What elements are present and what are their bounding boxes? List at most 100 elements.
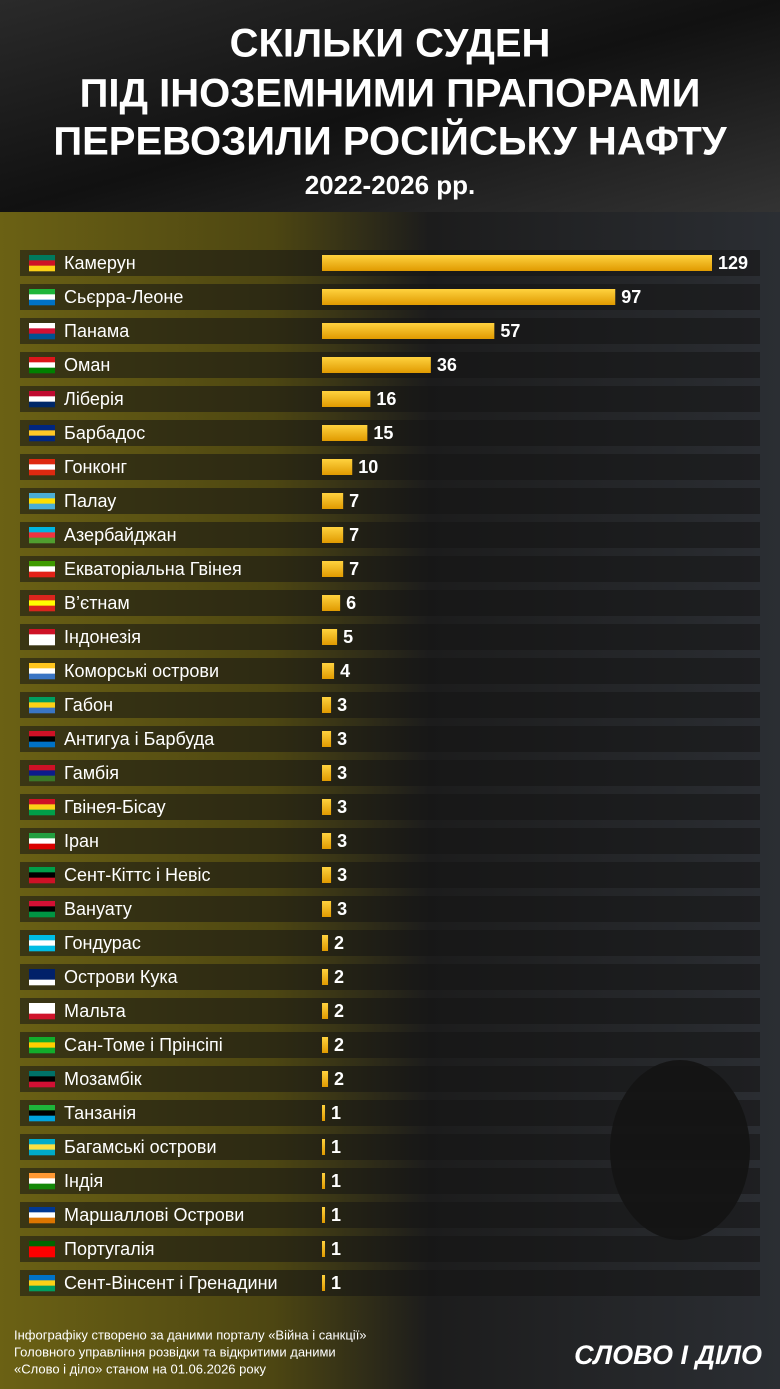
flag	[29, 634, 55, 640]
category-label: Гонконг	[64, 457, 128, 477]
note-line: «Слово і діло» станом на 01.06.2026 року	[14, 1361, 266, 1376]
flag	[29, 668, 55, 674]
value-label: 3	[337, 831, 347, 851]
row-band	[20, 1168, 760, 1194]
row-band	[20, 624, 760, 650]
flag	[29, 1246, 55, 1252]
row-band	[20, 658, 760, 684]
value-label: 4	[340, 661, 350, 681]
row-band	[20, 454, 760, 480]
row-band	[20, 1270, 760, 1296]
flag	[29, 1251, 55, 1258]
category-label: Сан-Томе і Прінсіпі	[64, 1035, 223, 1055]
bar	[322, 731, 332, 747]
value-label: 1	[331, 1239, 341, 1259]
logo: СЛОВО І ДІЛО	[574, 1340, 762, 1370]
flag	[29, 1285, 55, 1292]
flag	[29, 833, 55, 839]
value-label: 57	[500, 321, 520, 341]
category-label: Іран	[64, 831, 99, 851]
flag	[29, 945, 55, 952]
bar	[322, 1003, 329, 1019]
flag	[29, 877, 55, 884]
category-label: Коморські острови	[64, 661, 219, 681]
bar	[322, 867, 332, 883]
bar	[322, 1207, 326, 1223]
flag	[29, 1013, 55, 1020]
value-label: 16	[376, 389, 396, 409]
flag	[29, 1003, 55, 1009]
category-label: Камерун	[64, 253, 136, 273]
bar	[322, 1105, 326, 1121]
flag	[29, 532, 55, 538]
category-label: Антигуа і Барбуда	[64, 729, 215, 749]
flag	[29, 527, 55, 533]
row-band	[20, 896, 760, 922]
flag	[29, 537, 55, 544]
row-band	[20, 828, 760, 854]
category-label: Багамські острови	[64, 1137, 217, 1157]
bar	[322, 1071, 329, 1087]
value-label: 3	[337, 729, 347, 749]
flag	[29, 838, 55, 844]
category-label: Маршаллові Острови	[64, 1205, 244, 1225]
bar	[322, 935, 329, 951]
bar	[322, 1275, 326, 1291]
flag	[29, 260, 55, 266]
value-label: 2	[334, 1001, 344, 1021]
flag	[29, 1008, 55, 1014]
category-label: Острови Кука	[64, 967, 179, 987]
bar	[322, 1241, 326, 1257]
flag	[29, 979, 55, 986]
value-label: 3	[337, 865, 347, 885]
flag	[29, 765, 55, 771]
row-band	[20, 420, 760, 446]
row-band	[20, 1066, 760, 1092]
flag	[29, 707, 55, 714]
flag	[29, 799, 55, 805]
bar	[322, 833, 332, 849]
flag	[29, 1076, 55, 1082]
flag	[29, 503, 55, 510]
flag	[29, 697, 55, 703]
flag	[29, 736, 55, 742]
flag	[29, 1110, 55, 1116]
flag	[29, 940, 55, 946]
flag	[29, 294, 55, 300]
flag	[29, 391, 55, 397]
bar	[322, 1139, 326, 1155]
flag	[29, 299, 55, 306]
flag	[29, 1047, 55, 1054]
category-label: Танзанія	[64, 1103, 136, 1123]
value-label: 7	[349, 491, 359, 511]
flag	[29, 323, 55, 329]
flag	[29, 872, 55, 878]
row-band	[20, 998, 760, 1024]
flag	[29, 731, 55, 737]
row-band	[20, 692, 760, 718]
bar	[322, 527, 344, 543]
flag	[29, 1207, 55, 1213]
category-label: Гамбія	[64, 763, 119, 783]
value-label: 10	[358, 457, 378, 477]
flag	[29, 1081, 55, 1088]
flag	[29, 605, 55, 612]
flag	[29, 464, 55, 470]
flag	[29, 906, 55, 912]
bar	[322, 357, 431, 373]
row-band	[20, 590, 760, 616]
category-label: Гондурас	[64, 933, 141, 953]
flag	[29, 741, 55, 748]
flag	[29, 430, 55, 436]
flag	[29, 702, 55, 708]
note-line: Інфографіку створено за даними порталу «…	[14, 1327, 367, 1342]
value-label: 3	[337, 899, 347, 919]
category-label: В’єтнам	[64, 593, 130, 613]
flag	[29, 566, 55, 572]
category-label: Барбадос	[64, 423, 145, 443]
title-line: ПЕРЕВОЗИЛИ РОСІЙСЬКУ НАФТУ	[53, 118, 727, 164]
flag	[29, 1217, 55, 1224]
flag	[29, 255, 55, 261]
flag	[29, 1212, 55, 1218]
flag	[29, 435, 55, 442]
